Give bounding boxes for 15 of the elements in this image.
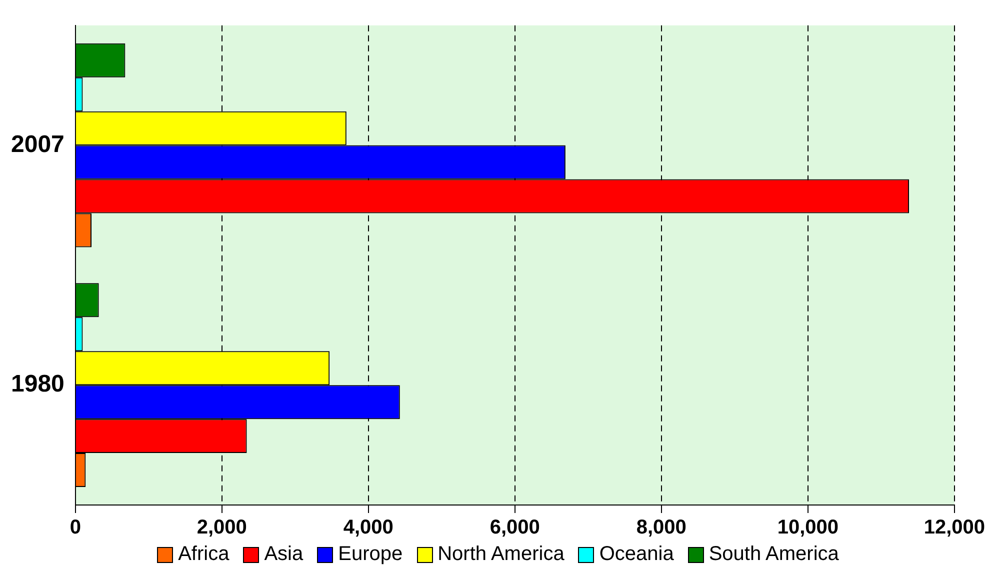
legend-label: Asia xyxy=(264,543,304,566)
x-tick-label: 8,000 xyxy=(636,516,686,539)
legend-label: Africa xyxy=(178,543,230,566)
x-tick-label: 6,000 xyxy=(490,516,540,539)
x-tick-label: 2,000 xyxy=(196,516,247,539)
legend-label: Europe xyxy=(338,543,403,566)
x-tick-label: 0 xyxy=(70,516,81,539)
legend-label: South America xyxy=(708,543,839,566)
x-tick-label: 10,000 xyxy=(777,516,838,539)
y-tick-label: 1980 xyxy=(11,370,64,398)
x-tick-label: 4,000 xyxy=(343,516,394,539)
legend-label: North America xyxy=(438,543,564,566)
legend-label: Oceania xyxy=(599,543,674,566)
y-tick-label: 2007 xyxy=(11,130,64,158)
x-tick-label: 12,000 xyxy=(924,516,985,539)
